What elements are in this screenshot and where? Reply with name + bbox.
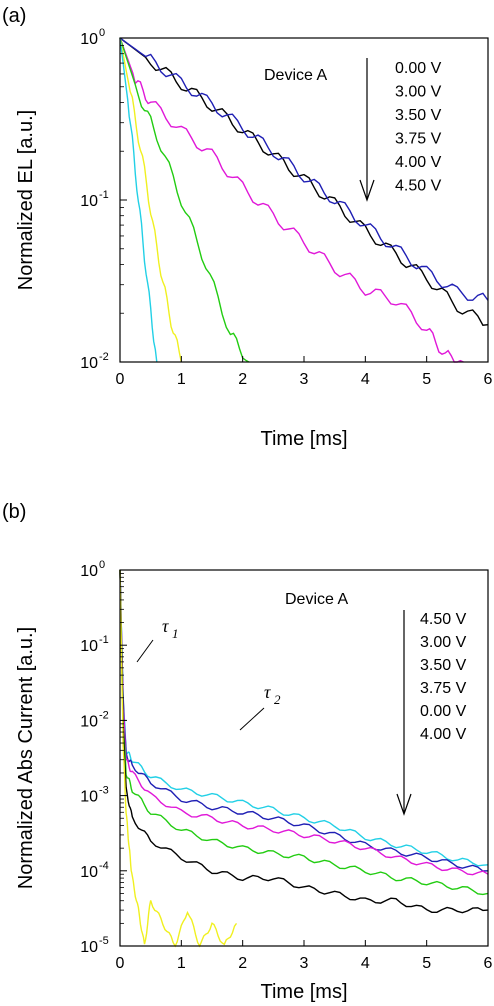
panel-a-legend: 0.00 V 3.00 V 3.50 V 3.75 V 4.00 V 4.50 V: [395, 60, 442, 195]
tau-2-pointer: [239, 707, 265, 731]
panel-a-series-line-6: [119, 37, 158, 363]
panel-a-y-tick-label: 10: [80, 193, 98, 210]
panel-b-legend-entry: 0.00 V: [420, 703, 467, 720]
panel-b-legend-entry: 3.50 V: [420, 657, 467, 674]
panel-a-x-tick-label: 3: [300, 371, 309, 388]
panel-b-legend: 4.50 V 3.00 V 3.50 V 3.75 V 0.00 V 4.00 V: [420, 611, 467, 743]
panel-b-x-tick-label: 1: [177, 955, 186, 972]
panel-a-y-tick-exponent: -1: [99, 189, 109, 201]
panel-b-x-tick-label: 6: [484, 955, 493, 972]
panel-a-series: [119, 37, 489, 363]
panel-b-x-tick-label: 3: [300, 955, 309, 972]
panel-b-legend-entry: 4.50 V: [420, 611, 467, 628]
panel-b-series-line-3: [119, 569, 489, 876]
panel-a-legend-entry: 0.00 V: [395, 60, 442, 77]
panel-a-y-tick-label: 10: [80, 355, 98, 372]
panel-a-x-tick-label: 0: [116, 371, 125, 388]
panel-b-y-tick-label: 10: [80, 713, 98, 730]
panel-b-series-line-1: [119, 569, 489, 867]
tau-2-subscript: 2: [274, 692, 281, 707]
tau-2-symbol: τ: [264, 682, 271, 702]
panel-b-y-tick-exponent: 0: [99, 559, 105, 571]
panel-b-legend-entry: 3.00 V: [420, 634, 467, 651]
tau-1-label: τ 1: [162, 616, 179, 641]
panel-a-y-tick-exponent: -2: [99, 351, 109, 363]
panel-b-label: (b): [2, 501, 26, 523]
panel-b-y-tick-exponent: -5: [99, 935, 109, 947]
panel-b-legend-arrow-head: [396, 793, 412, 816]
panel-a-series-line-4: [119, 37, 250, 363]
panel-b-x-tick-label: 2: [238, 955, 247, 972]
panel-b-y-tick-label: 10: [80, 563, 98, 580]
panel-a-legend-entry: 4.00 V: [395, 154, 442, 171]
panel-a-x-tick-label: 2: [238, 371, 247, 388]
panel-b-x-tick-label: 5: [422, 955, 431, 972]
tau-2-label: τ 2: [264, 682, 281, 707]
panel-b-x-axis-label: Time [ms]: [260, 981, 347, 1003]
panel-a-series-line-2: [119, 37, 489, 301]
panel-b-legend-entry: 4.00 V: [420, 726, 467, 743]
panel-b-y-axis-label: Normalized Abs Current [a.u.]: [15, 627, 37, 889]
panel-b-y-tick-exponent: -2: [99, 709, 109, 721]
panel-a-x-tick-label: 1: [177, 371, 186, 388]
panel-b-x-tick-label: 0: [116, 955, 125, 972]
panel-a-x-axis-label: Time [ms]: [260, 428, 347, 450]
panel-a-x-tick-label: 4: [361, 371, 370, 388]
tau-1-symbol: τ: [162, 616, 169, 636]
panel-a-series-line-5: [119, 37, 182, 363]
panel-b-legend-entry: 3.75 V: [420, 680, 467, 697]
panel-b-y-tick-exponent: -3: [99, 785, 109, 797]
panel-b-y-tick-label: 10: [80, 789, 98, 806]
panel-a-series-line-1: [119, 37, 489, 326]
panel-a-label: (a): [2, 5, 26, 27]
panel-b-y-tick-label: 10: [80, 864, 98, 881]
panel-a-legend-entry: 3.50 V: [395, 107, 442, 124]
panel-a-y-axis-label: Normalized EL [a.u.]: [15, 110, 37, 290]
panel-b-annotation: Device A: [285, 591, 348, 608]
panel-a-x-tick-label: 5: [422, 371, 431, 388]
panel-a-legend-entry: 3.00 V: [395, 84, 442, 101]
panel-a-series-line-3: [119, 37, 464, 363]
panel-a-legend-entry: 3.75 V: [395, 131, 442, 148]
panel-b-series: [119, 569, 489, 948]
panel-b-series-line-5: [119, 569, 489, 914]
tau-1-pointer: [136, 639, 154, 663]
panel-b-series-line-2: [119, 569, 489, 872]
panel-a-x-ticks: 0 1 2 3 4 5 6: [116, 356, 493, 388]
panel-b-y-tick-exponent: -1: [99, 634, 109, 646]
panel-a-y-tick-label: 10: [80, 31, 98, 48]
panel-a-legend-arrow-head: [359, 179, 375, 202]
panel-b-y-tick-label: 10: [80, 638, 98, 655]
panel-a-y-tick-exponent: 0: [99, 27, 105, 39]
panel-b-y-tick-exponent: -4: [99, 860, 109, 872]
panel-a-annotation: Device A: [264, 67, 327, 84]
panel-b-y-tick-label: 10: [80, 939, 98, 956]
panel-a-legend-entry: 4.50 V: [395, 178, 442, 195]
tau-1-subscript: 1: [172, 626, 179, 641]
panel-b-x-ticks: 0 1 2 3 4 5 6: [116, 940, 493, 972]
panel-b-series-line-4: [119, 569, 489, 896]
panel-a-x-tick-label: 6: [484, 371, 493, 388]
panel-b-x-tick-label: 4: [361, 955, 370, 972]
panel-b-series-line-6: [119, 569, 238, 948]
